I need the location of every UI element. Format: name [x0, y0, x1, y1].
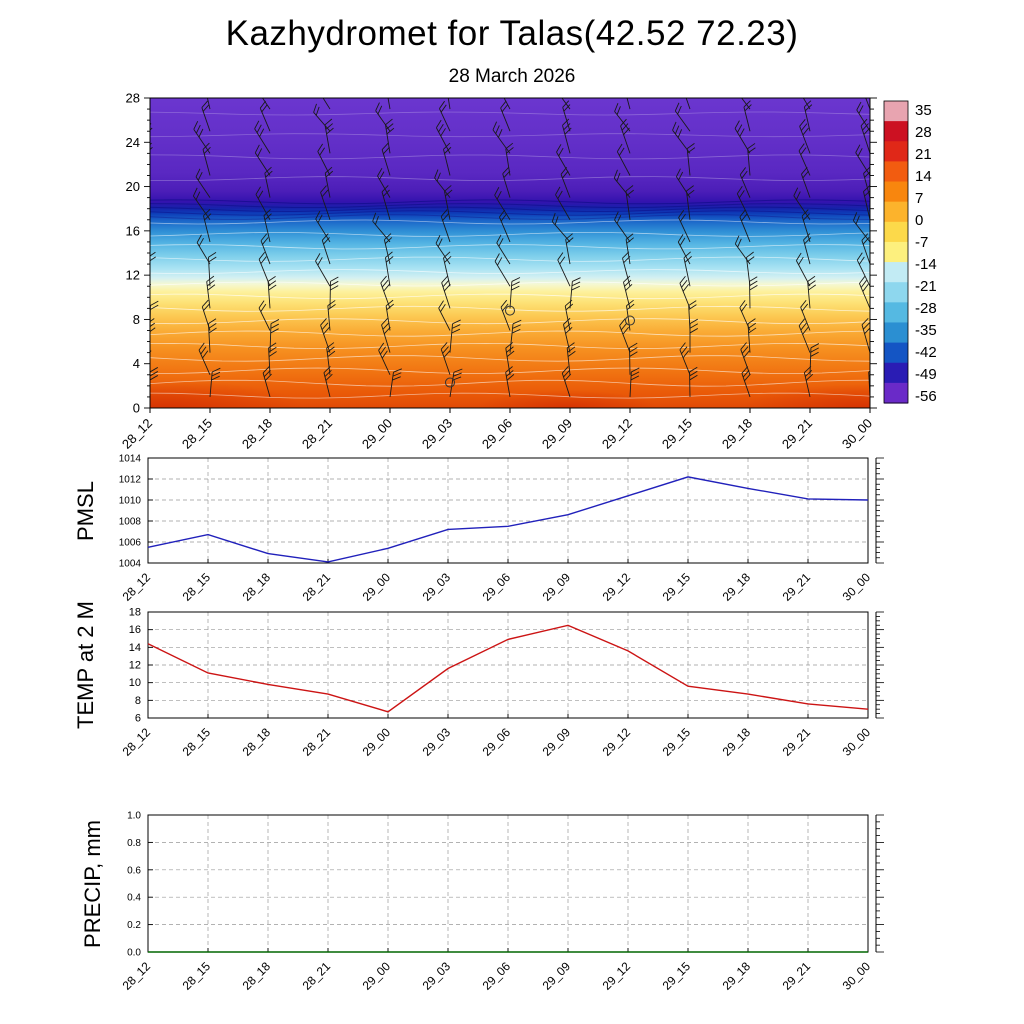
svg-text:-28: -28 — [915, 300, 937, 317]
svg-text:29_06: 29_06 — [479, 416, 515, 452]
svg-text:29_21: 29_21 — [780, 570, 814, 604]
svg-text:29_06: 29_06 — [480, 725, 514, 759]
svg-text:29_12: 29_12 — [599, 416, 635, 452]
svg-text:29_21: 29_21 — [780, 959, 814, 993]
svg-text:28_18: 28_18 — [240, 725, 274, 759]
svg-text:29_12: 29_12 — [600, 725, 634, 759]
svg-text:1006: 1006 — [119, 538, 142, 549]
svg-text:29_09: 29_09 — [540, 725, 574, 759]
svg-text:29_15: 29_15 — [660, 725, 694, 759]
svg-text:29_18: 29_18 — [720, 959, 754, 993]
svg-text:28_12: 28_12 — [120, 725, 154, 759]
svg-text:28_21: 28_21 — [300, 570, 334, 604]
svg-text:8: 8 — [133, 312, 140, 327]
svg-text:30_00: 30_00 — [840, 725, 874, 759]
svg-text:29_15: 29_15 — [659, 416, 695, 452]
svg-text:14: 14 — [129, 642, 141, 654]
svg-text:0.0: 0.0 — [127, 948, 141, 959]
svg-text:1010: 1010 — [119, 496, 142, 507]
svg-text:0.8: 0.8 — [127, 838, 141, 849]
svg-text:29_03: 29_03 — [420, 725, 454, 759]
svg-text:29_12: 29_12 — [600, 570, 634, 604]
svg-text:28_12: 28_12 — [120, 959, 154, 993]
svg-text:14: 14 — [915, 168, 932, 185]
svg-text:28_12: 28_12 — [120, 570, 154, 604]
svg-text:16: 16 — [126, 223, 140, 238]
svg-text:1008: 1008 — [119, 517, 142, 528]
svg-text:28_12: 28_12 — [119, 416, 155, 452]
svg-text:29_18: 29_18 — [720, 725, 754, 759]
svg-text:-56: -56 — [915, 388, 937, 405]
svg-text:29_03: 29_03 — [420, 570, 454, 604]
svg-text:30_00: 30_00 — [840, 570, 874, 604]
svg-text:29_21: 29_21 — [779, 416, 815, 452]
svg-text:29_09: 29_09 — [540, 959, 574, 993]
svg-text:-7: -7 — [915, 234, 928, 251]
svg-text:30_00: 30_00 — [839, 416, 875, 452]
svg-text:0.2: 0.2 — [127, 920, 141, 931]
svg-text:-21: -21 — [915, 278, 937, 295]
svg-text:29_00: 29_00 — [360, 725, 394, 759]
svg-text:-14: -14 — [915, 256, 937, 273]
svg-text:-42: -42 — [915, 344, 937, 361]
svg-text:16: 16 — [129, 624, 141, 636]
svg-text:1.0: 1.0 — [127, 811, 141, 822]
svg-text:29_15: 29_15 — [660, 959, 694, 993]
svg-text:29_00: 29_00 — [360, 959, 394, 993]
svg-text:0.6: 0.6 — [127, 865, 141, 876]
svg-text:0: 0 — [133, 401, 140, 416]
svg-text:7: 7 — [915, 190, 923, 207]
svg-text:28_15: 28_15 — [180, 959, 214, 993]
svg-text:28_21: 28_21 — [299, 416, 335, 452]
svg-text:24: 24 — [126, 135, 140, 150]
svg-text:28: 28 — [915, 124, 932, 141]
svg-text:-35: -35 — [915, 322, 937, 339]
svg-text:1014: 1014 — [119, 454, 142, 465]
svg-text:28: 28 — [126, 91, 140, 106]
svg-text:21: 21 — [915, 146, 932, 163]
svg-text:28_21: 28_21 — [300, 959, 334, 993]
svg-text:8: 8 — [135, 695, 141, 707]
svg-text:28_15: 28_15 — [180, 570, 214, 604]
svg-text:29_09: 29_09 — [540, 570, 574, 604]
svg-text:28_18: 28_18 — [240, 959, 274, 993]
svg-text:28_18: 28_18 — [239, 416, 275, 452]
svg-text:29_18: 29_18 — [720, 570, 754, 604]
svg-text:35: 35 — [915, 102, 932, 119]
svg-text:30_00: 30_00 — [840, 959, 874, 993]
svg-text:29_18: 29_18 — [719, 416, 755, 452]
svg-text:0.4: 0.4 — [127, 893, 141, 904]
svg-text:29_03: 29_03 — [419, 416, 455, 452]
chart-title: Kazhydromet for Talas(42.52 72.23) — [225, 14, 799, 53]
svg-text:-49: -49 — [915, 366, 937, 383]
svg-text:4: 4 — [133, 356, 140, 371]
svg-text:6: 6 — [135, 713, 141, 725]
svg-text:28_21: 28_21 — [300, 725, 334, 759]
svg-text:29_00: 29_00 — [359, 416, 395, 452]
svg-text:10: 10 — [129, 677, 141, 689]
svg-text:20: 20 — [126, 179, 140, 194]
svg-text:29_15: 29_15 — [660, 570, 694, 604]
svg-text:29_06: 29_06 — [480, 570, 514, 604]
svg-text:29_12: 29_12 — [600, 959, 634, 993]
chart-subtitle: 28 March 2026 — [448, 66, 576, 87]
svg-text:29_21: 29_21 — [780, 725, 814, 759]
svg-text:29_00: 29_00 — [360, 570, 394, 604]
svg-text:1004: 1004 — [119, 559, 142, 570]
svg-text:29_03: 29_03 — [420, 959, 454, 993]
svg-text:12: 12 — [126, 268, 140, 283]
svg-text:28_18: 28_18 — [240, 570, 274, 604]
svg-text:29_09: 29_09 — [539, 416, 575, 452]
svg-text:12: 12 — [129, 660, 141, 672]
svg-text:28_15: 28_15 — [180, 725, 214, 759]
svg-text:18: 18 — [129, 607, 141, 619]
svg-text:28_15: 28_15 — [179, 416, 215, 452]
svg-text:1012: 1012 — [119, 475, 142, 486]
svg-text:29_06: 29_06 — [480, 959, 514, 993]
svg-text:0: 0 — [915, 212, 923, 229]
